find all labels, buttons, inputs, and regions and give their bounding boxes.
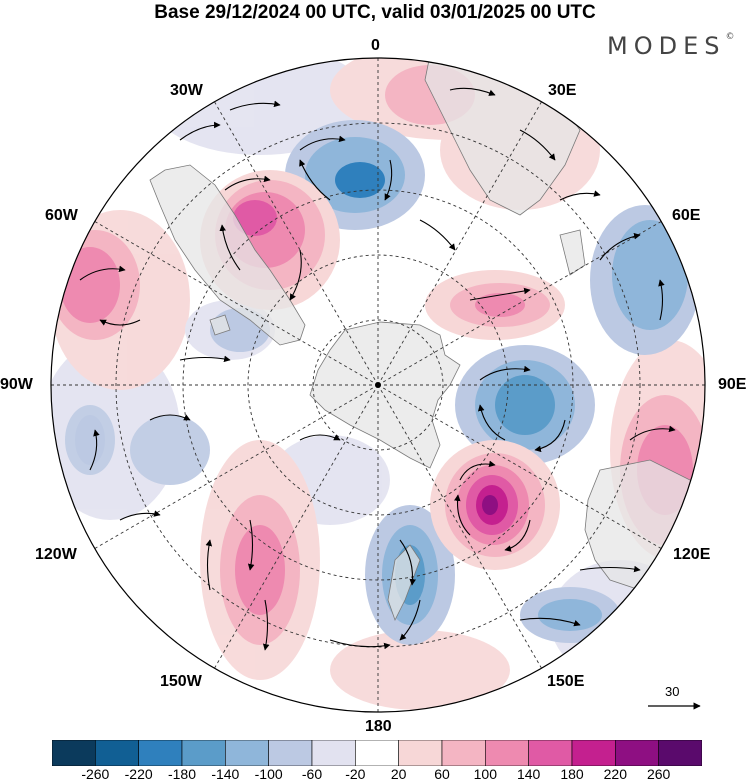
lon-label-90w: 90W	[0, 376, 33, 393]
lon-label-180: 180	[365, 718, 392, 735]
map-border	[50, 57, 706, 713]
wind-vector	[179, 355, 231, 363]
wind-vector	[399, 539, 416, 586]
wind-vector	[399, 599, 421, 641]
colorbar-tick-label: -180	[167, 766, 197, 782]
wind-vector	[454, 494, 471, 536]
antarctica	[309, 321, 461, 469]
wind-vector	[419, 219, 456, 251]
wind-vector	[89, 429, 100, 471]
colorbar-tick-label: 100	[473, 766, 498, 782]
lon-label-90e: 90E	[718, 376, 747, 393]
wind-vector	[384, 159, 393, 201]
colorbar-tick-label: 60	[434, 766, 450, 782]
colorbar-cell	[615, 740, 659, 766]
wind-vector	[459, 460, 496, 481]
colorbar-cell	[658, 740, 702, 766]
wind-vector	[534, 419, 566, 453]
colorbar-cell	[441, 740, 486, 766]
lon-label-30e: 30E	[548, 82, 577, 99]
colorbar-cell	[95, 740, 139, 766]
wind-vector	[504, 519, 531, 552]
lon-label-120w: 120W	[35, 546, 77, 563]
lon-label-120e: 120E	[673, 546, 711, 563]
colorbar-tick-label: 20	[390, 766, 407, 782]
wind-vector	[469, 287, 531, 301]
wind-vector	[449, 87, 496, 96]
wind-vector	[299, 135, 346, 151]
colorbar-cell	[268, 740, 313, 766]
modes-logo: MODES©	[607, 32, 734, 60]
wind-vector	[229, 100, 281, 111]
southern-ocean-islands	[209, 314, 231, 336]
wind-vector	[289, 249, 302, 301]
south-pole-marker	[375, 382, 381, 388]
meridians	[51, 58, 705, 712]
colorbar-cell	[52, 740, 96, 766]
wind-vector	[99, 319, 141, 326]
wind-vector	[519, 617, 581, 627]
wind-vector	[219, 224, 241, 271]
wind-vector	[559, 190, 601, 201]
colorbar-cell	[225, 740, 269, 766]
new-zealand	[387, 544, 421, 622]
wind-vector	[629, 425, 676, 441]
colorbar-tick-label: -20	[345, 766, 366, 782]
wind-vector	[119, 510, 161, 521]
wind-vector	[247, 519, 255, 571]
wind-vector	[262, 599, 270, 651]
colorbar-tick-label: 180	[560, 766, 584, 782]
wind-vector	[79, 265, 126, 281]
madagascar	[559, 229, 586, 276]
colorbar-tick-label: 140	[516, 766, 541, 782]
colorbar-cell	[571, 740, 616, 766]
map-title: Base 29/12/2024 00 UTC, valid 03/01/2025…	[154, 2, 596, 23]
colorbar-tick-label: -100	[254, 766, 283, 782]
brand-text: MODES	[607, 32, 726, 60]
colorbar-cell	[181, 740, 226, 766]
vector-reference-value: 30	[665, 684, 680, 699]
colorbar-cell	[398, 740, 443, 766]
map-content	[51, 58, 705, 712]
wind-vector	[149, 414, 191, 421]
wind-vector	[599, 232, 641, 261]
brand-mark: ©	[725, 32, 735, 42]
colorbar-cell	[355, 740, 399, 766]
australia	[584, 459, 705, 591]
colorbar-tick-label: -220	[124, 766, 153, 782]
wind-vector	[329, 639, 391, 650]
lon-label-60w: 60W	[45, 207, 78, 224]
wind-vector	[205, 539, 213, 591]
wind-vector	[477, 404, 506, 441]
land-masses	[149, 58, 705, 622]
wind-vector	[299, 159, 331, 201]
wind-vector	[179, 121, 221, 141]
lon-label-150e: 150E	[547, 673, 585, 690]
wind-vector	[299, 434, 341, 441]
wind-vector	[519, 129, 556, 161]
colorbar-cell	[311, 740, 356, 766]
wind-vector	[224, 175, 271, 191]
colorbar-cell	[485, 740, 529, 766]
lon-label-30w: 30W	[170, 82, 203, 99]
colorbar	[52, 740, 702, 766]
colorbar-tick-label: -260	[81, 766, 110, 782]
colorbar-tick-label: 260	[646, 766, 671, 782]
colorbar-tick-label: -60	[301, 766, 323, 782]
lon-label-0: 0	[371, 37, 380, 54]
colorbar-cells	[52, 740, 702, 766]
colorbar-tick-label: -140	[211, 766, 240, 782]
lon-label-60e: 60E	[672, 207, 701, 224]
wind-vector	[658, 279, 665, 321]
wind-vector	[579, 565, 641, 573]
wind-vector	[479, 365, 531, 381]
colorbar-tick-label: 220	[603, 766, 628, 782]
colorbar-cell	[138, 740, 183, 766]
lon-label-150w: 150W	[160, 673, 202, 690]
colorbar-cell	[528, 740, 573, 766]
